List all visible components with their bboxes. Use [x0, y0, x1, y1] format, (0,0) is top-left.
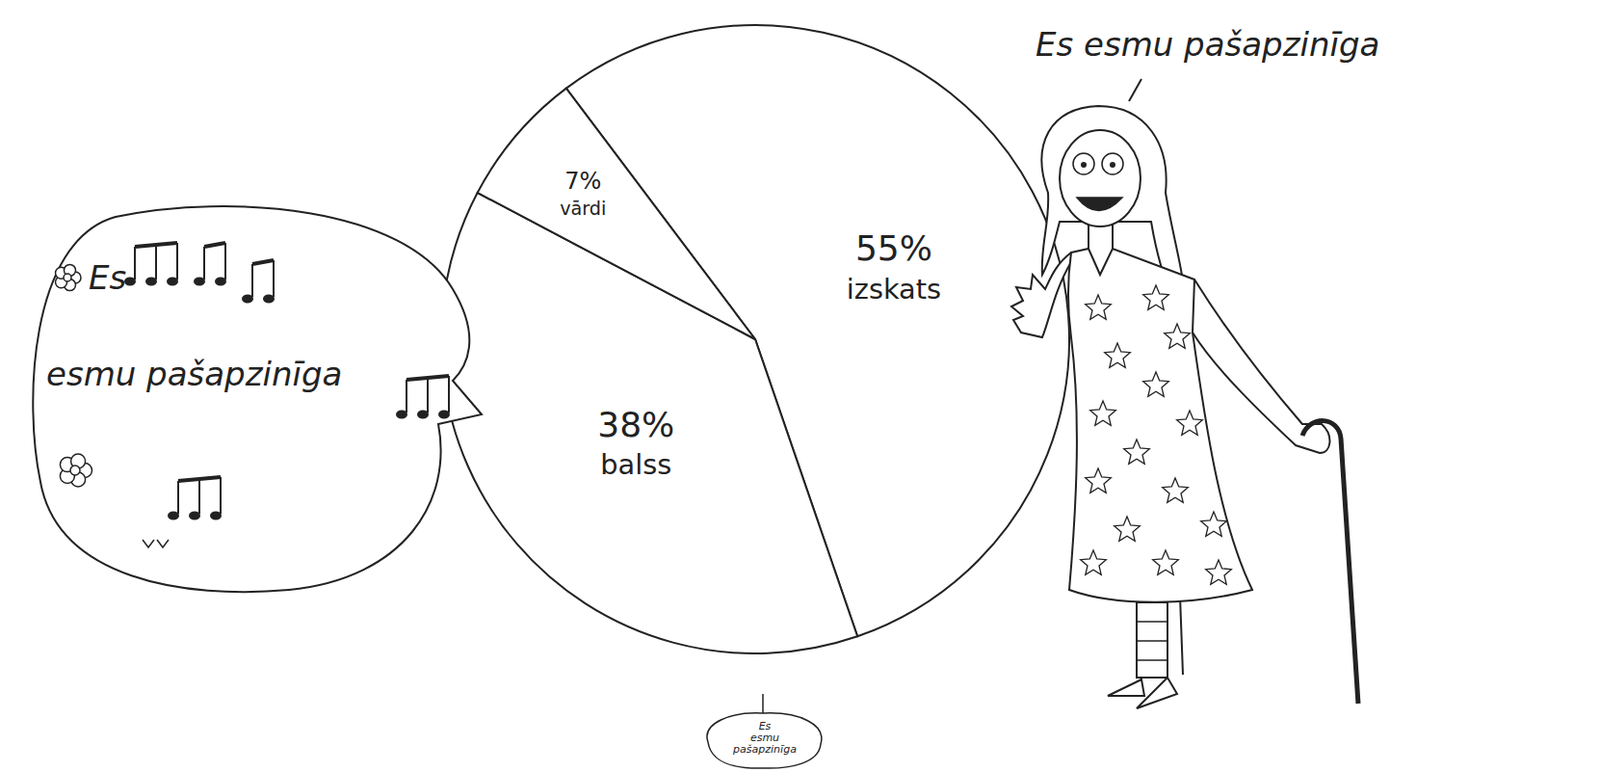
- note-head: [193, 277, 206, 287]
- pie: [441, 25, 1070, 654]
- flower: [55, 263, 81, 290]
- glasses: [1101, 153, 1124, 175]
- data-label: 7%: [564, 167, 602, 195]
- speech-bubble-left: Esesmu pašapzinīga: [32, 206, 482, 592]
- feet: [1107, 677, 1178, 709]
- music-note: [124, 242, 179, 287]
- speech-pointer: [1128, 78, 1142, 102]
- dress-star: [1201, 511, 1228, 536]
- arm-left: [1011, 252, 1072, 338]
- note-head: [166, 277, 179, 287]
- note-stem: [405, 379, 408, 413]
- note-stem: [447, 375, 450, 413]
- data-label: 38%: [597, 404, 675, 445]
- dress-star: [1085, 294, 1112, 319]
- note-stem: [251, 263, 254, 297]
- note-head: [395, 410, 408, 420]
- note-head: [262, 294, 275, 304]
- neck: [1088, 224, 1113, 249]
- glasses: [1073, 153, 1095, 175]
- legs: [1136, 595, 1183, 686]
- bubble-outline: [707, 712, 822, 768]
- mouth: [1076, 197, 1123, 211]
- eye: [1109, 161, 1116, 168]
- dress: [1068, 248, 1253, 603]
- note-stem: [224, 242, 227, 280]
- note-head: [124, 277, 136, 287]
- leg-brace: [1136, 602, 1168, 678]
- music-note: [241, 260, 275, 304]
- note-stem: [177, 480, 180, 514]
- flower: [59, 453, 92, 487]
- note-beam: [204, 242, 226, 247]
- note-head: [241, 294, 254, 304]
- slice-name: vārdi: [559, 197, 606, 220]
- dress-star: [1164, 323, 1191, 348]
- note-stem: [176, 242, 179, 280]
- note-stem: [155, 244, 158, 280]
- annotation: Es esmu pašapzinīga: [1035, 25, 1380, 64]
- bird: [142, 539, 169, 548]
- annotation: Esesmu pašapzinīga: [46, 258, 342, 394]
- note-head: [145, 277, 158, 287]
- bubble-tail: [761, 693, 764, 713]
- brace-strap: [1136, 658, 1168, 661]
- dress-star: [1177, 410, 1204, 435]
- dress-star: [1080, 550, 1107, 575]
- dress-star: [1206, 559, 1233, 584]
- flower-center: [70, 465, 80, 475]
- note-head: [214, 277, 227, 287]
- music-note: [395, 375, 450, 420]
- note-stem: [219, 476, 222, 514]
- note-stem: [203, 246, 206, 280]
- speech-bubble-bottom: Esesmupašapzinīga: [707, 693, 822, 768]
- note-stem: [272, 260, 275, 297]
- dress-star: [1104, 342, 1131, 368]
- note-head: [209, 511, 222, 521]
- dress-star: [1143, 371, 1170, 396]
- dress-star: [1143, 285, 1170, 310]
- note-head: [167, 511, 180, 521]
- dress-star: [1162, 477, 1189, 502]
- pie-slice: [477, 88, 756, 340]
- slice-name: izskats: [846, 272, 942, 306]
- eye: [1080, 161, 1087, 168]
- face: [1059, 130, 1141, 227]
- brace-strap: [1136, 639, 1168, 642]
- dress-star: [1090, 400, 1117, 425]
- flower-center: [63, 273, 72, 282]
- note-stem: [133, 246, 136, 280]
- music-note: [167, 476, 222, 521]
- note-beam: [252, 260, 274, 264]
- slice-name: balss: [600, 447, 672, 481]
- data-labels: 55% izskats 38%balss 7%vārdi: [559, 167, 942, 481]
- person: Es esmu pašapzinīga: [1011, 25, 1380, 709]
- note-stem: [426, 377, 429, 413]
- music-note: [193, 242, 227, 287]
- dress-star: [1153, 550, 1180, 575]
- brace-strap: [1136, 620, 1168, 623]
- dress-star: [1124, 439, 1151, 464]
- dress-star: [1085, 468, 1112, 493]
- note-head: [417, 410, 429, 420]
- note-stem: [198, 478, 201, 514]
- note-head: [188, 511, 201, 521]
- bubble-outline: [32, 206, 482, 592]
- data-label: 55%: [855, 228, 933, 268]
- annotation: Esesmupašapzinīga: [732, 719, 797, 756]
- chart: 55% izskats 38%balss 7%vārdi Esesmu pašapzin…: [0, 0, 1600, 772]
- note-head: [438, 410, 450, 420]
- cane: [1302, 420, 1359, 704]
- dress-star: [1114, 516, 1141, 541]
